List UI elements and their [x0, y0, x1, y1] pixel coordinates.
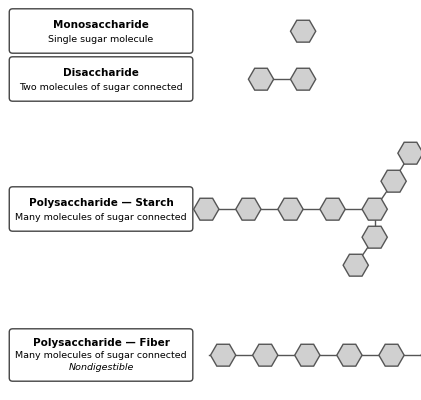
Text: Single sugar molecule: Single sugar molecule	[48, 35, 154, 44]
Polygon shape	[290, 68, 316, 90]
Polygon shape	[320, 198, 345, 220]
Text: Disaccharide: Disaccharide	[63, 68, 139, 78]
Polygon shape	[290, 20, 316, 42]
Polygon shape	[398, 142, 421, 164]
Polygon shape	[343, 254, 368, 276]
Text: Nondigestible: Nondigestible	[68, 363, 134, 372]
Text: Many molecules of sugar connected: Many molecules of sugar connected	[15, 350, 187, 360]
Polygon shape	[278, 198, 303, 220]
Polygon shape	[337, 344, 362, 366]
FancyBboxPatch shape	[9, 9, 193, 53]
Text: Many molecules of sugar connected: Many molecules of sugar connected	[15, 213, 187, 222]
Polygon shape	[379, 344, 404, 366]
Text: Polysaccharide — Fiber: Polysaccharide — Fiber	[32, 338, 170, 348]
Text: Monosaccharide: Monosaccharide	[53, 20, 149, 30]
Polygon shape	[381, 170, 406, 192]
Polygon shape	[194, 198, 219, 220]
Text: Polysaccharide — Starch: Polysaccharide — Starch	[29, 198, 173, 208]
FancyBboxPatch shape	[9, 57, 193, 101]
Text: Two molecules of sugar connected: Two molecules of sugar connected	[19, 83, 183, 92]
Polygon shape	[210, 344, 236, 366]
Polygon shape	[362, 198, 387, 220]
Polygon shape	[362, 226, 387, 248]
FancyBboxPatch shape	[9, 187, 193, 231]
Polygon shape	[236, 198, 261, 220]
FancyBboxPatch shape	[9, 329, 193, 381]
Polygon shape	[295, 344, 320, 366]
Polygon shape	[248, 68, 274, 90]
Polygon shape	[253, 344, 278, 366]
